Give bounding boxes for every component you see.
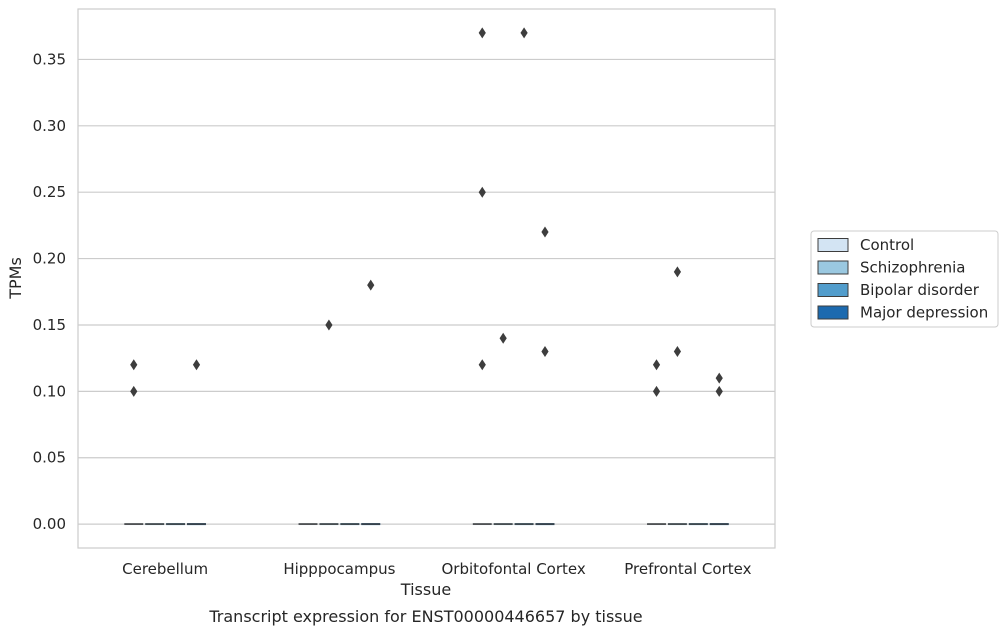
legend-swatch	[817, 305, 849, 320]
x-tick-label: Hipppocampus	[283, 560, 395, 578]
outlier-point	[652, 385, 661, 397]
legend-label: Major depression	[860, 304, 988, 322]
y-tick-labels: 0.00 0.05 0.10 0.15 0.20 0.25 0.30 0.35	[33, 50, 66, 533]
legend-frame	[810, 230, 999, 328]
y-tick-label: 0.10	[33, 382, 66, 400]
legend: Control Schizophrenia Bipolar disorder Majo…	[810, 230, 999, 328]
outlier-point	[478, 27, 486, 39]
x-tick-labels: Cerebellum Hipppocampus Orbitofontal Corte…	[122, 560, 751, 578]
x-axis-label: Tissue	[400, 580, 451, 599]
y-tick-label: 0.00	[33, 515, 66, 533]
outlier-point	[478, 186, 486, 198]
outlier-point	[367, 279, 375, 291]
legend-label: Bipolar disorder	[860, 281, 980, 299]
legend-swatch	[817, 283, 849, 297]
outlier-point	[541, 346, 549, 358]
outlier-point	[715, 385, 723, 397]
outlier-point	[192, 359, 201, 371]
y-tick-label: 0.20	[33, 250, 66, 268]
outlier-point	[541, 226, 549, 238]
y-axis-label: TPMs	[6, 257, 25, 300]
grid-layer	[78, 58, 775, 525]
box-layer	[124, 523, 729, 526]
y-tick-label: 0.35	[33, 50, 66, 68]
y-tick-label: 0.25	[33, 183, 66, 201]
outlier-point	[478, 359, 486, 371]
y-tick-label: 0.05	[33, 449, 66, 467]
outlier-point	[325, 319, 333, 331]
x-tick-label: Orbitofontal Cortex	[442, 560, 586, 578]
legend-label: Schizophrenia	[860, 259, 965, 277]
outlier-point	[673, 266, 682, 278]
outlier-point	[499, 332, 507, 344]
outlier-point	[130, 385, 138, 397]
y-tick-label: 0.30	[33, 117, 66, 135]
x-tick-label: Prefrontal Cortex	[624, 560, 751, 578]
outlier-point	[715, 372, 723, 384]
legend-swatch	[817, 260, 849, 275]
outlier-point	[130, 359, 138, 371]
outlier-point	[520, 27, 528, 39]
outlier-point	[673, 346, 682, 358]
y-tick-label: 0.15	[33, 316, 66, 334]
outlier-point	[652, 359, 661, 371]
x-tick-label: Cerebellum	[122, 560, 208, 578]
outlier-layer	[130, 27, 723, 397]
legend-swatch	[817, 238, 849, 252]
legend-label: Control	[860, 236, 914, 254]
plot-frame	[77, 8, 776, 549]
chart-caption: Transcript expression for ENST0000044665…	[208, 607, 642, 626]
